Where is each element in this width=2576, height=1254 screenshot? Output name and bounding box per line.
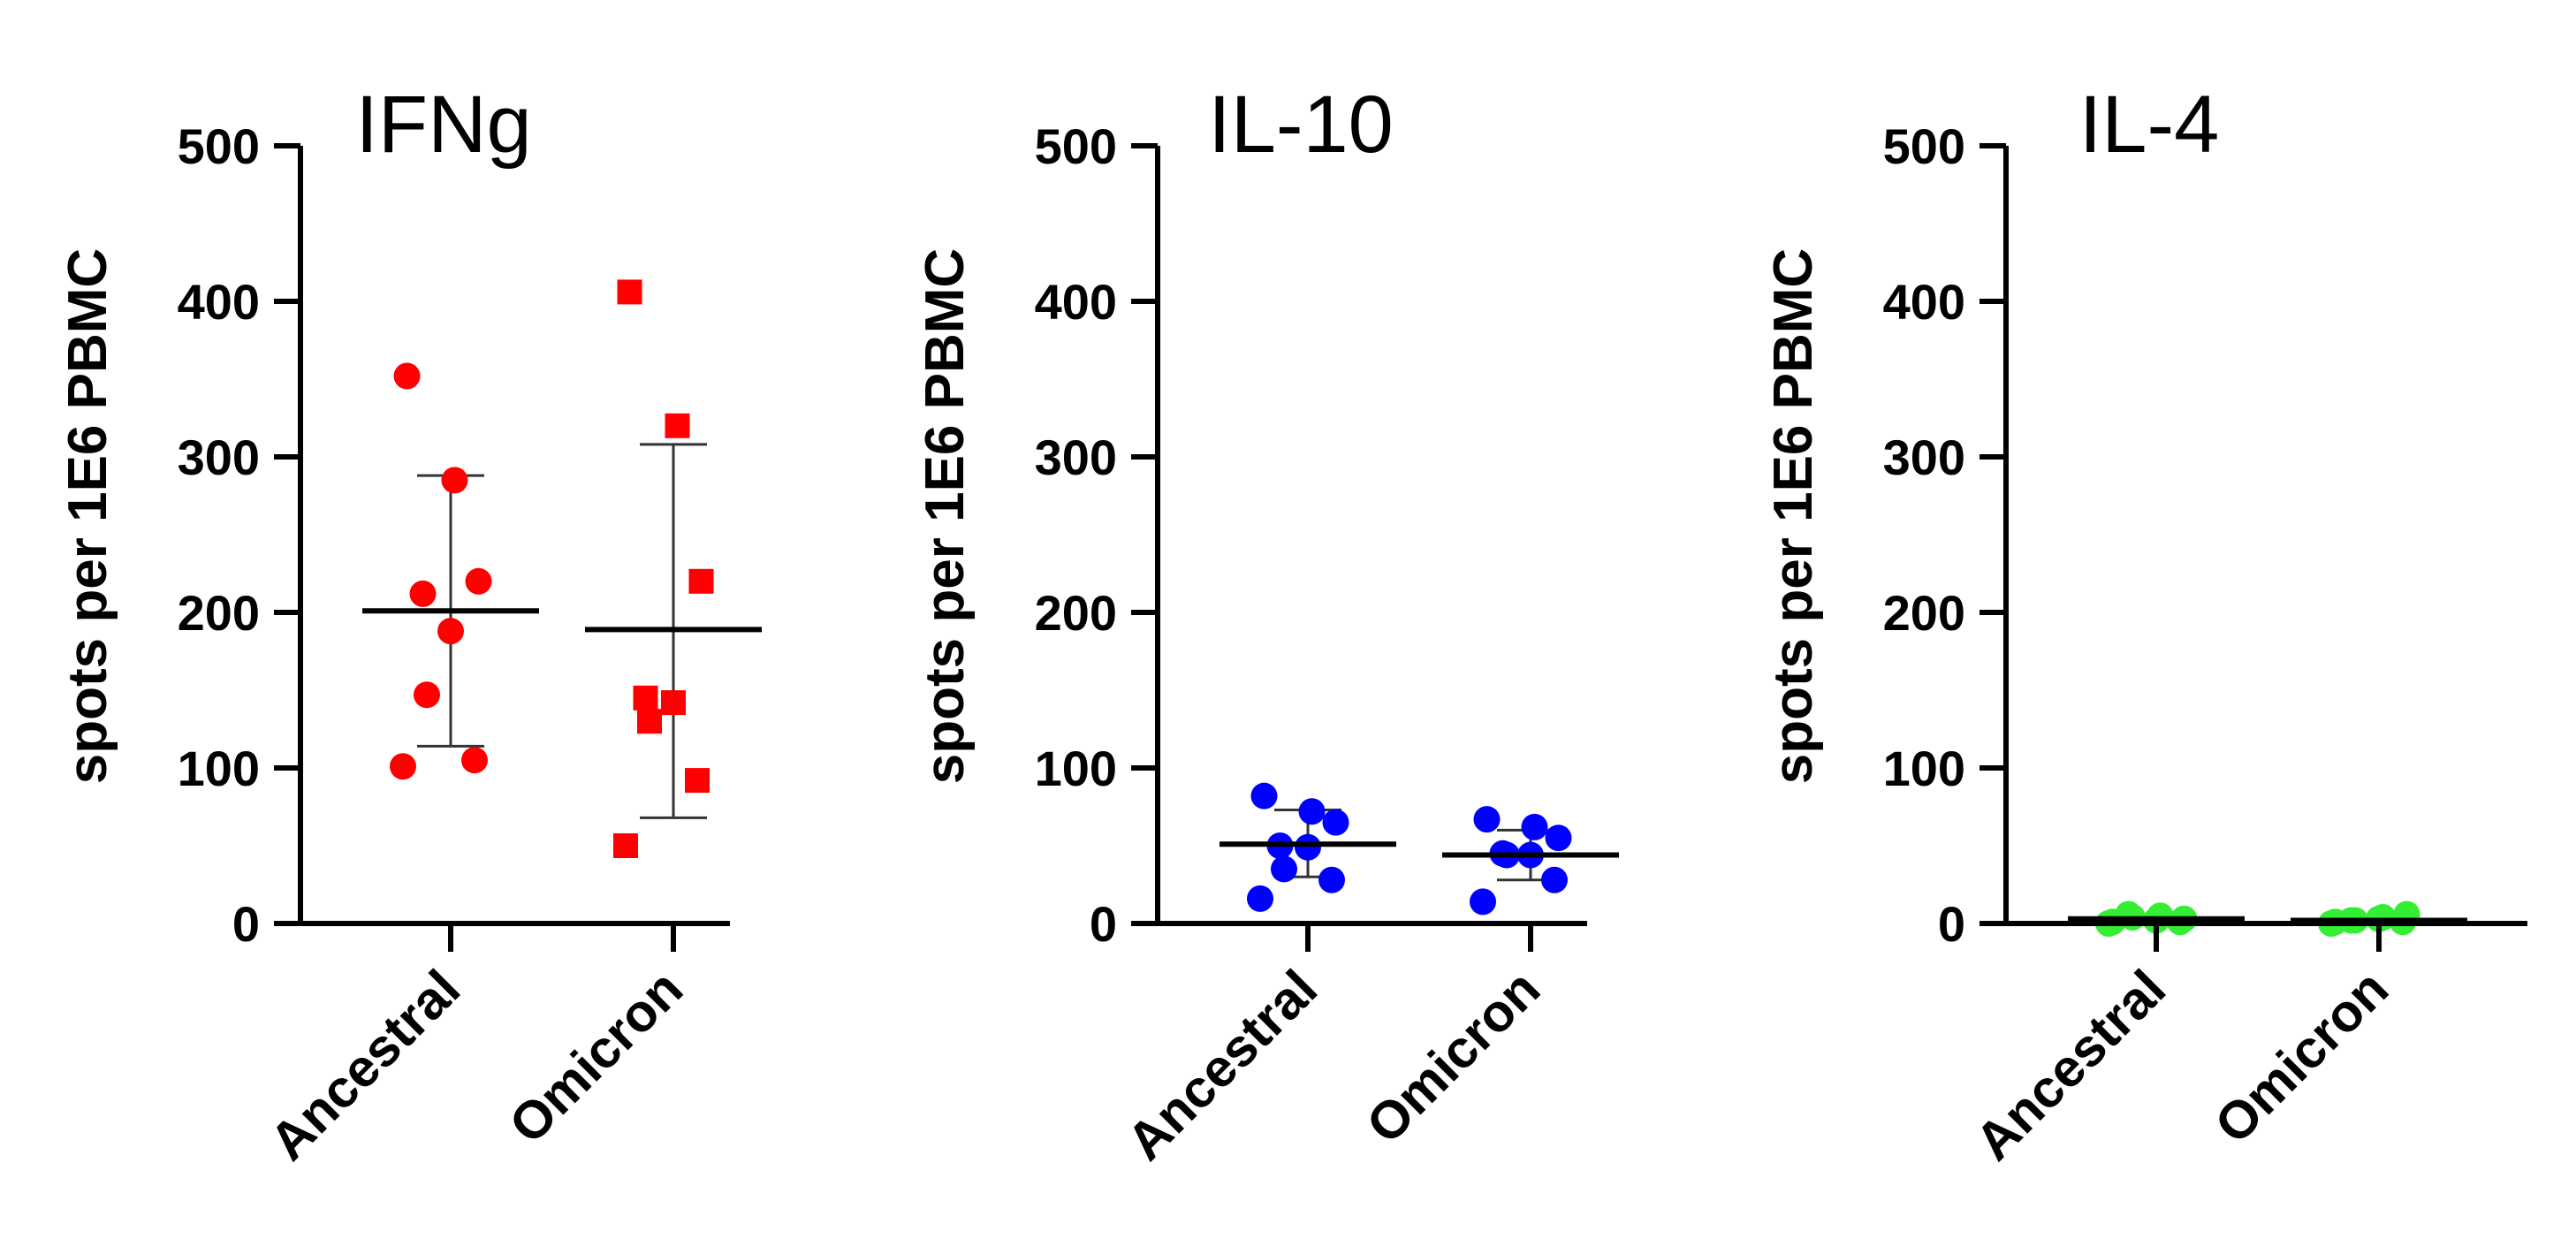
- y-tick-label: 200: [1035, 585, 1117, 641]
- y-tick-label: 200: [178, 585, 260, 641]
- data-point: [441, 467, 468, 494]
- data-point: [661, 690, 686, 716]
- y-ticks: 0 100 200 300 400 500: [1035, 118, 1158, 952]
- data-point: [688, 568, 714, 594]
- data-point: [617, 279, 642, 305]
- x-categories: Ancestral Omicron: [1964, 923, 2399, 1172]
- data-point: [633, 685, 658, 711]
- data-point: [1271, 855, 1297, 883]
- data-point: [409, 580, 437, 607]
- series-ancestral: [362, 362, 539, 780]
- data-point: [1318, 866, 1345, 893]
- data-point: [1470, 888, 1496, 916]
- series-omicron: [1442, 806, 1619, 916]
- y-tick-label: 300: [1035, 429, 1117, 485]
- series-ancestral: [1220, 782, 1396, 912]
- panel-title: IFNg: [355, 80, 531, 170]
- y-tick-label: 400: [178, 274, 260, 330]
- panel-il4: IL-4 spots per 1E6 PBMC 0 100 200 300 400 500…: [1763, 80, 2527, 1172]
- x-category-label: Ancestral: [1115, 959, 1328, 1172]
- data-point: [665, 413, 690, 438]
- data-point: [1473, 806, 1501, 833]
- y-tick-label: 500: [178, 118, 260, 174]
- y-ticks: 0 100 200 300 400 500: [1883, 118, 2006, 952]
- y-axis-label: spots per 1E6 PBMC: [57, 248, 118, 784]
- data-point: [1298, 798, 1326, 825]
- y-tick-label: 400: [1035, 274, 1117, 330]
- data-point: [613, 833, 638, 858]
- y-tick-label: 0: [232, 896, 260, 952]
- y-tick-label: 100: [178, 741, 260, 796]
- y-tick-label: 100: [1035, 741, 1117, 796]
- data-point: [465, 567, 492, 595]
- y-tick-label: 100: [1883, 741, 1965, 796]
- panel-il10: IL-10 spots per 1E6 PBMC 0 100 200 300 400 50…: [915, 80, 1619, 1172]
- x-categories: Ancestral Omicron: [1115, 923, 1551, 1172]
- y-tick-label: 200: [1883, 585, 1965, 641]
- x-category-label: Ancestral: [258, 959, 471, 1172]
- y-tick-label: 300: [1883, 429, 1965, 485]
- y-tick-label: 0: [1090, 896, 1117, 952]
- data-point: [437, 618, 464, 645]
- y-tick-label: 500: [1883, 118, 1965, 174]
- data-point: [1247, 885, 1273, 912]
- y-axis-label: spots per 1E6 PBMC: [1763, 248, 1824, 784]
- data-point: [1521, 813, 1548, 840]
- y-tick-label: 300: [178, 429, 260, 485]
- panel-title: IL-4: [2079, 80, 2220, 170]
- data-point: [1295, 833, 1321, 861]
- panel-title: IL-10: [1208, 80, 1394, 170]
- data-point: [461, 747, 488, 774]
- data-marks: [2068, 901, 2467, 937]
- data-point: [637, 709, 662, 734]
- y-tick-label: 500: [1035, 118, 1117, 174]
- panel-ifng: IFNg spots per 1E6 PBMC 0 100 200 300 400 500…: [57, 80, 762, 1172]
- data-point: [1541, 866, 1568, 893]
- x-category-label: Omicron: [1355, 959, 1551, 1155]
- series-omicron: [585, 279, 762, 858]
- data-marks: [1220, 782, 1619, 916]
- x-category-label: Omicron: [2203, 959, 2399, 1155]
- data-marks: [362, 279, 762, 858]
- x-category-label: Ancestral: [1964, 959, 2177, 1172]
- x-category-label: Omicron: [498, 959, 694, 1155]
- data-point: [390, 753, 416, 780]
- data-point: [393, 362, 421, 390]
- data-point: [685, 768, 710, 794]
- y-tick-label: 400: [1883, 274, 1965, 330]
- data-point: [1322, 809, 1349, 836]
- data-point: [1250, 782, 1278, 809]
- x-categories: Ancestral Omicron: [258, 923, 694, 1172]
- y-ticks: 0 100 200 300 400 500: [178, 118, 300, 952]
- y-tick-label: 0: [1938, 896, 1965, 952]
- data-point: [414, 681, 440, 709]
- y-axis-label: spots per 1E6 PBMC: [915, 248, 976, 784]
- data-point: [1545, 825, 1572, 852]
